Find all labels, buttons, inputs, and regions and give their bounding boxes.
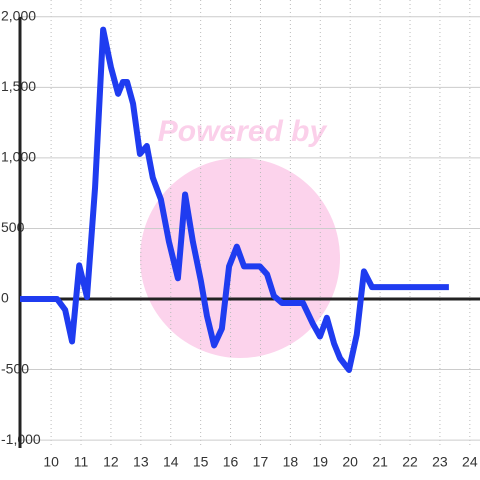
x-tick-label: 12 xyxy=(103,454,119,470)
x-tick-label: 20 xyxy=(342,454,358,470)
x-tick-label: 11 xyxy=(74,454,89,470)
x-tick-label: 16 xyxy=(223,454,239,470)
x-tick-label: 21 xyxy=(372,454,388,470)
watermark-text: Powered by xyxy=(158,115,328,148)
x-tick-label: 24 xyxy=(462,454,478,470)
line-series xyxy=(20,26,449,373)
x-tick-label: 18 xyxy=(283,454,299,470)
x-tick-label: 22 xyxy=(402,454,418,470)
x-tick-label: 14 xyxy=(163,454,179,470)
y-tick-label: 2,000 xyxy=(1,7,36,23)
y-tick-label: -500 xyxy=(1,360,29,376)
x-tick-label: 23 xyxy=(432,454,448,470)
x-tick-label: 17 xyxy=(253,454,269,470)
x-tick-label: 13 xyxy=(133,454,149,470)
x-tick-label: 19 xyxy=(312,454,328,470)
x-tick-label: 15 xyxy=(193,454,209,470)
x-tick-label: 10 xyxy=(43,454,59,470)
y-tick-label: 0 xyxy=(1,290,9,306)
